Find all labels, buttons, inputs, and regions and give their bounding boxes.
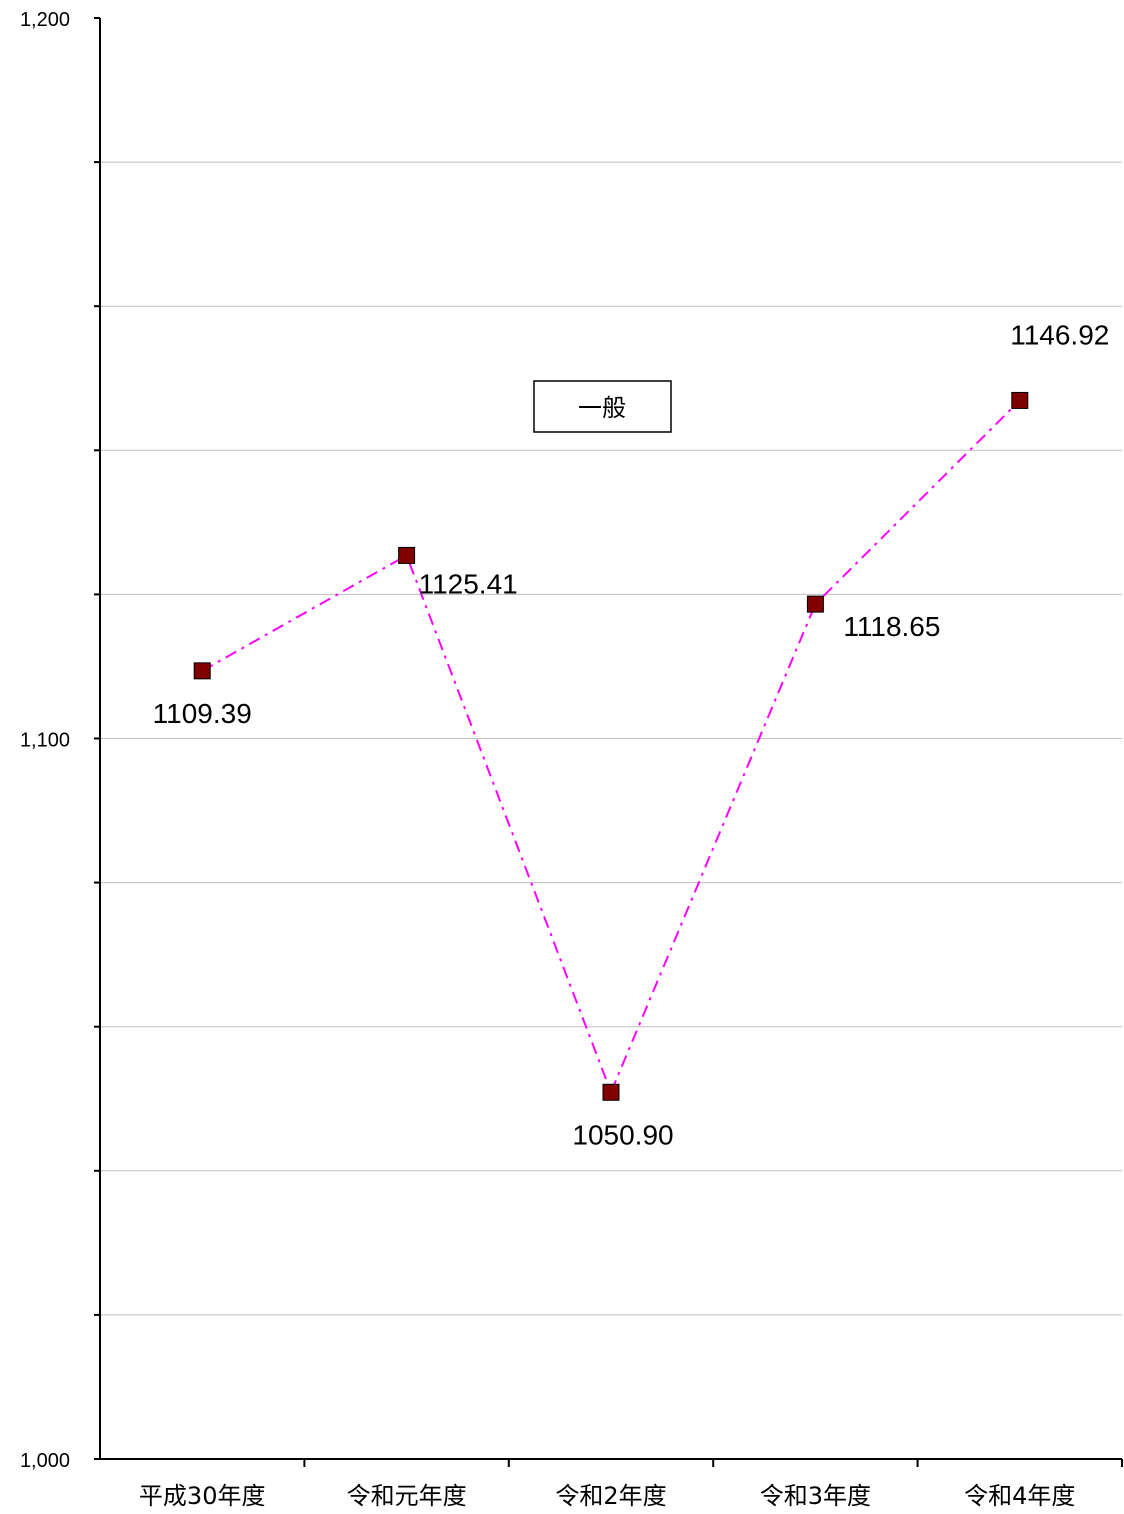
- legend: 一般: [533, 380, 672, 433]
- x-tick-label: 令和3年度: [760, 1482, 871, 1510]
- x-tick-labels: 平成30年度 令和元年度 令和2年度 令和3年度 令和4年度: [139, 1482, 1076, 1510]
- x-tick-label: 令和2年度: [555, 1482, 666, 1510]
- data-point-marker: [1011, 391, 1029, 409]
- gridlines: [100, 161, 1122, 1316]
- legend-box: [533, 380, 672, 433]
- x-tick-label: 令和4年度: [964, 1482, 1075, 1510]
- data-label: 1109.39: [153, 698, 252, 729]
- series-group: [193, 391, 1029, 1101]
- legend-label: 一般: [578, 394, 626, 422]
- y-tick-label: 1,000: [20, 1450, 70, 1472]
- data-label: 1125.41: [419, 568, 518, 599]
- x-tick-label: 令和元年度: [347, 1482, 467, 1510]
- series-line: [201, 399, 1021, 1095]
- data-point-marker: [806, 595, 824, 613]
- x-tick-label: 平成30年度: [139, 1482, 266, 1510]
- data-label: 1050.90: [572, 1119, 673, 1150]
- y-tick-labels: 1,000 1,100 1,200: [20, 9, 70, 1472]
- data-point-marker: [193, 662, 211, 680]
- data-point-marker: [398, 546, 416, 564]
- data-point-marker: [602, 1083, 620, 1101]
- data-labels: 1109.39 1125.41 1050.90 1118.65 1146.92: [153, 319, 1110, 1150]
- axes: [94, 17, 1123, 1467]
- y-tick-label: 1,200: [20, 9, 70, 31]
- y-tick-label: 1,100: [20, 730, 70, 752]
- data-label: 1118.65: [843, 611, 940, 642]
- data-label: 1146.92: [1010, 319, 1109, 350]
